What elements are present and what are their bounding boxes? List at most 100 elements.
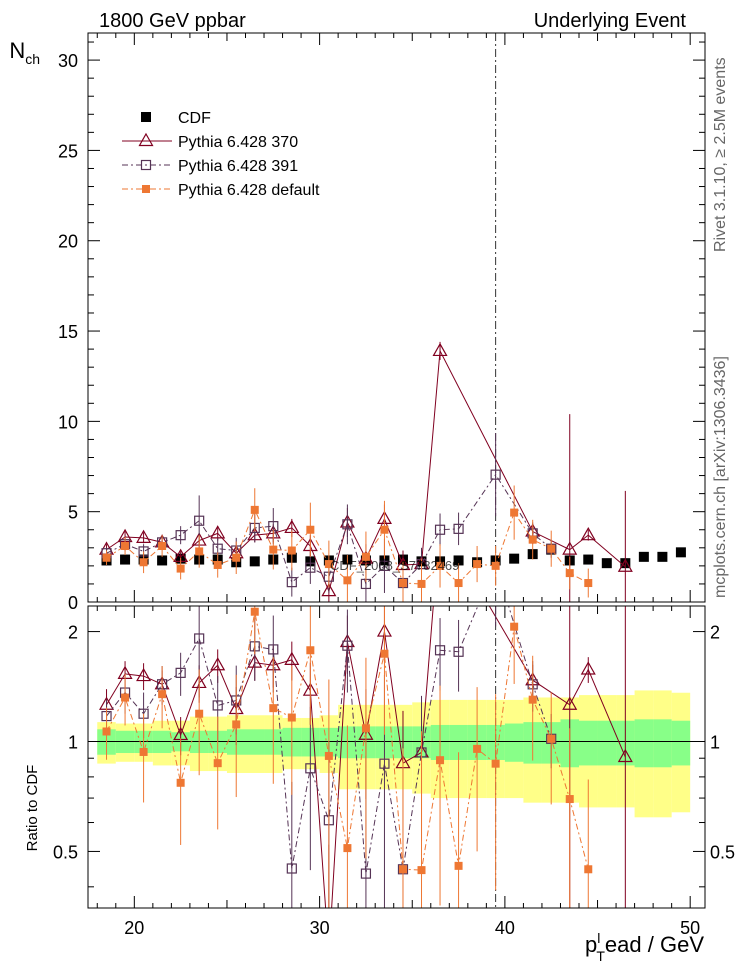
data-point — [547, 544, 556, 553]
ratio-tick-label-right: 0.5 — [710, 842, 735, 862]
ratio-tick-label-left: 2 — [68, 623, 78, 643]
data-point — [417, 579, 426, 588]
ratio-tick-label-left: 0.5 — [53, 842, 78, 862]
ratio-axis-label: Ratio to CDF — [24, 765, 41, 852]
inner-band — [671, 720, 691, 766]
ratio-point — [584, 865, 593, 874]
cdf-point — [657, 551, 668, 562]
ratio-point — [380, 649, 389, 658]
series-line — [106, 473, 552, 585]
ratio-point — [361, 724, 370, 733]
legend-label: Pythia 6.428 370 — [178, 134, 298, 151]
data-point — [306, 525, 315, 534]
legend-label: CDF — [178, 110, 211, 127]
data-point — [380, 525, 389, 534]
data-point — [473, 560, 482, 569]
inner-band — [597, 720, 617, 766]
data-point — [398, 579, 407, 588]
data-point — [195, 547, 204, 556]
data-point — [232, 553, 241, 562]
y-tick-label: 5 — [68, 503, 78, 523]
data-point — [210, 525, 226, 539]
cdf-point — [509, 553, 520, 564]
inner-band — [449, 724, 468, 760]
ratio-point — [305, 763, 316, 774]
cdf-point — [453, 555, 464, 566]
data-point — [139, 558, 148, 567]
ratio-point — [136, 667, 152, 682]
data-point — [490, 469, 501, 480]
ratio-point — [306, 646, 315, 655]
ratio-point — [580, 661, 596, 675]
data-point — [269, 545, 278, 554]
legend-marker — [138, 132, 154, 147]
ratio-point — [102, 727, 111, 736]
analysis-watermark: CDF_2008_S7782469 — [330, 558, 459, 573]
x-tick-label: 30 — [310, 918, 330, 938]
ratio-point — [617, 748, 633, 763]
legend-label: Pythia 6.428 default — [178, 182, 320, 199]
data-point — [136, 529, 152, 543]
inner-band — [653, 719, 672, 768]
data-point — [286, 577, 297, 588]
data-point — [342, 519, 353, 530]
inner-band — [504, 723, 524, 762]
header-right: Underlying Event — [534, 10, 687, 32]
ratio-line — [106, 611, 589, 871]
x-tick-label: 40 — [495, 918, 515, 938]
main-frame — [87, 32, 706, 603]
data-point — [175, 530, 186, 541]
ratio-point — [436, 756, 445, 765]
data-point — [565, 569, 574, 578]
ratio-point — [232, 720, 241, 729]
mcplots-label: mcplots.cern.ch [arXiv:1306.3436] — [712, 356, 729, 598]
data-point — [434, 524, 446, 535]
cdf-point — [675, 547, 686, 558]
ratio-point — [175, 667, 186, 678]
data-point — [453, 523, 464, 534]
ratio-frame — [87, 605, 706, 909]
data-point — [454, 579, 463, 588]
ratio-point — [250, 607, 259, 616]
inner-band — [579, 720, 598, 766]
ratio-tick-label-right: 1 — [710, 733, 720, 753]
ratio-bands — [97, 690, 691, 818]
ratio-point — [528, 695, 537, 704]
cdf-point — [583, 554, 594, 565]
data-point — [213, 560, 222, 569]
data-point — [158, 542, 167, 551]
ratio-point — [342, 640, 353, 651]
data-point — [287, 546, 296, 555]
legend-marker — [140, 159, 152, 171]
data-point — [102, 553, 111, 562]
data-point — [617, 558, 633, 572]
data-point — [321, 582, 337, 597]
ratio-point — [121, 693, 130, 702]
data-point — [176, 564, 185, 573]
y-tick-label: 30 — [58, 51, 78, 71]
data-point — [436, 561, 445, 570]
cdf-point — [157, 555, 168, 566]
data-point — [343, 576, 352, 585]
ratio-point — [322, 948, 335, 960]
ratio-point — [158, 690, 167, 699]
ratio-point — [547, 734, 556, 743]
data-point — [491, 561, 500, 570]
x-axis-label: pl Tead / GeV — [585, 930, 704, 964]
ratio-point — [284, 651, 300, 665]
ratio-point — [565, 795, 574, 804]
ratio-point — [139, 747, 148, 756]
data-point — [562, 541, 578, 555]
y-tick-label: 15 — [58, 322, 78, 342]
y-tick-label: 0 — [68, 593, 78, 613]
data-point — [432, 342, 448, 357]
rivet-version-label: Rivet 3.1.10, ≥ 2.5M events — [712, 57, 729, 252]
y-tick-label: 25 — [58, 141, 78, 161]
ratio-point — [360, 868, 372, 879]
main-panel — [87, 32, 706, 908]
inner-band — [245, 729, 265, 755]
data-point — [194, 515, 205, 526]
ratio-point — [195, 709, 204, 718]
data-point — [379, 560, 390, 571]
